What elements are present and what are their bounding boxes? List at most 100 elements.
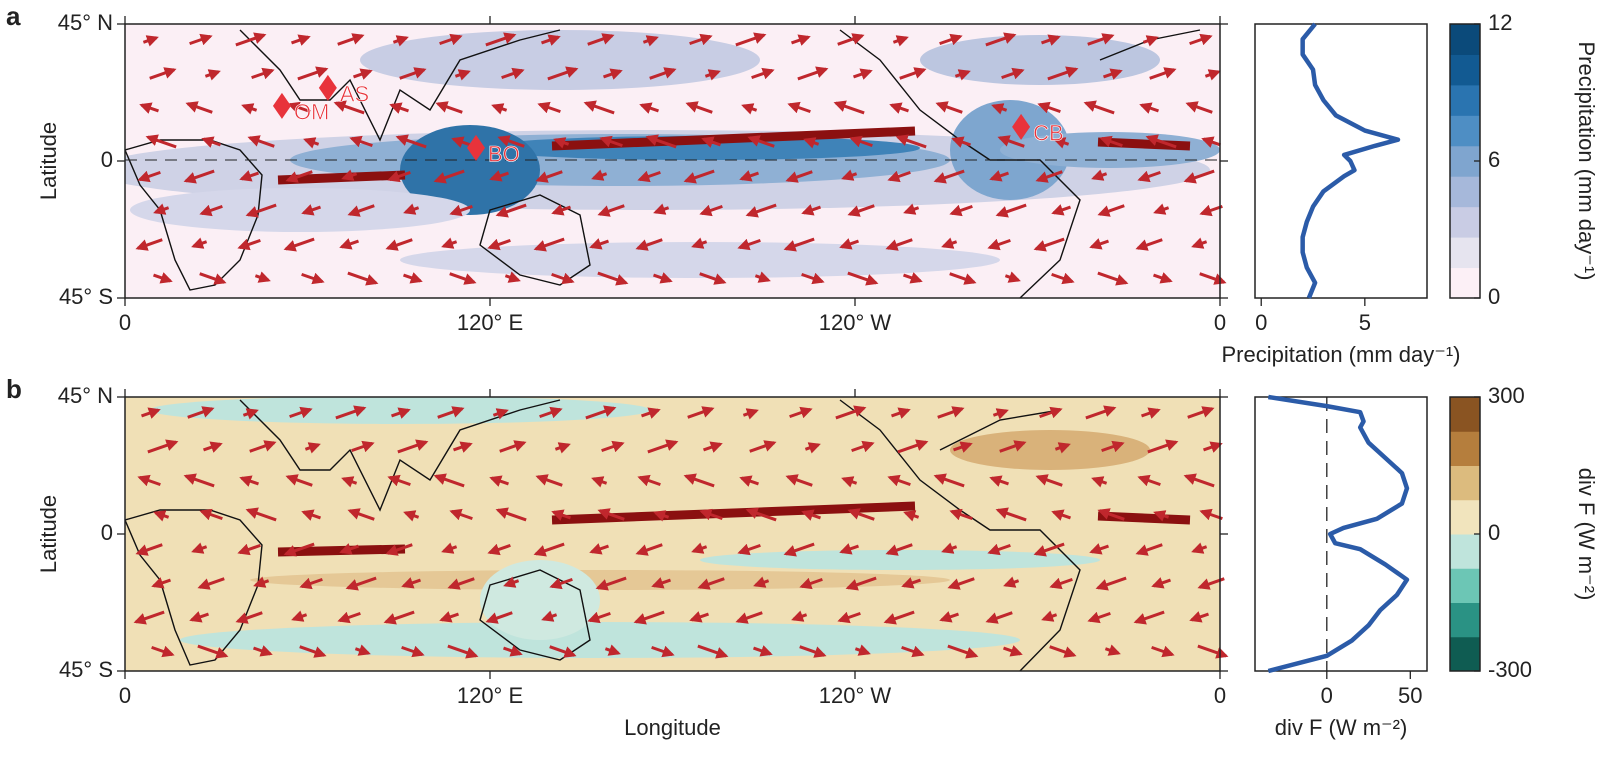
wind-arrow — [689, 611, 709, 623]
wind-arrow — [853, 68, 873, 80]
wind-arrow — [551, 204, 571, 216]
wind-arrow — [1204, 69, 1221, 81]
wind-arrow — [699, 508, 723, 521]
wind-arrow — [185, 101, 213, 114]
wind-arrow — [637, 474, 661, 487]
wind-arrow — [653, 510, 670, 522]
wind-arrow — [951, 136, 971, 148]
wind-arrow — [237, 543, 261, 556]
profile-b-frame — [1254, 396, 1428, 672]
x-axis-label: Precipitation (mm day⁻¹) — [1221, 342, 1460, 367]
x-tick-label: 0 — [1214, 310, 1226, 335]
wind-arrow — [735, 32, 767, 47]
y-tick-label: 45° S — [59, 284, 113, 309]
wind-arrow — [299, 645, 327, 658]
wind-arrow — [1189, 611, 1209, 623]
wind-arrow — [492, 408, 509, 420]
wind-arrow — [603, 68, 623, 80]
wind-arrow — [403, 272, 423, 284]
wind-arrow — [189, 33, 213, 46]
colorbar-label: Precipitation (mm day⁻¹) — [1574, 41, 1599, 280]
colorbar-band — [1450, 54, 1480, 86]
wind-arrow — [203, 441, 223, 453]
y-tick-label: 0 — [101, 520, 113, 545]
wind-arrow — [441, 237, 458, 249]
colorbar-tick-label: 12 — [1488, 10, 1512, 35]
wind-arrow — [841, 169, 858, 181]
x-tick-label: 50 — [1398, 683, 1422, 708]
wind-arrow — [245, 507, 277, 522]
wind-arrow — [754, 271, 771, 283]
wind-arrow — [783, 237, 815, 252]
wind-arrow — [685, 101, 713, 114]
wind-arrow — [454, 69, 471, 81]
wind-arrow — [933, 169, 965, 184]
wind-arrow — [804, 442, 821, 454]
wind-arrow — [839, 543, 859, 555]
wind-arrow — [1095, 576, 1127, 591]
wind-arrow — [437, 406, 465, 419]
wind-arrow — [845, 576, 877, 591]
wind-arrow — [889, 102, 909, 114]
wind-arrow — [191, 237, 208, 249]
wind-arrow — [591, 476, 608, 488]
wind-arrow — [239, 170, 259, 182]
wind-arrow — [353, 68, 373, 80]
wind-arrow — [247, 135, 275, 148]
wind-arrow — [147, 439, 179, 454]
x-axis-label: Longitude — [624, 715, 721, 740]
wind-arrow — [753, 645, 773, 657]
wind-arrow — [249, 440, 277, 453]
wind-arrow — [385, 543, 413, 556]
wind-arrow — [239, 475, 259, 487]
wind-arrow — [504, 271, 521, 283]
wind-arrow — [145, 134, 177, 149]
colorbar-band — [1450, 115, 1480, 147]
wind-arrow — [1004, 271, 1021, 283]
wind-arrow — [995, 507, 1027, 522]
wind-arrow — [587, 611, 611, 624]
wind-arrow — [985, 611, 1013, 624]
wind-arrow — [887, 170, 911, 183]
wind-arrow — [753, 576, 770, 588]
wind-arrow — [451, 136, 471, 148]
wind-arrow — [291, 34, 311, 46]
wind-arrow — [989, 475, 1009, 487]
wind-arrow — [303, 137, 320, 149]
wind-arrow — [335, 405, 367, 420]
wind-arrow — [1139, 102, 1159, 114]
wind-arrow — [747, 135, 775, 148]
wind-arrow — [785, 474, 813, 487]
wind-arrow — [735, 611, 763, 624]
wind-arrow — [689, 33, 713, 46]
wind-arrow — [301, 509, 321, 521]
wind-arrow — [301, 272, 325, 285]
wind-arrow — [901, 645, 925, 658]
wind-arrow — [891, 407, 911, 419]
wind-arrow — [597, 508, 625, 521]
wind-arrow — [633, 610, 665, 625]
wind-arrow — [199, 272, 227, 285]
wind-arrow — [297, 66, 329, 81]
wind-arrow — [1087, 611, 1111, 624]
wind-arrow — [285, 170, 313, 183]
panel-label: a — [6, 1, 21, 31]
wind-arrow — [491, 103, 508, 115]
wind-arrow — [1189, 33, 1213, 46]
wind-arrow — [401, 645, 425, 658]
wind-arrow — [801, 509, 821, 521]
wind-arrow — [737, 238, 761, 251]
wind-arrow — [1137, 170, 1161, 183]
wind-arrow — [941, 237, 958, 249]
wind-arrow — [439, 33, 463, 46]
wind-arrow — [647, 439, 679, 454]
wind-arrow — [589, 238, 609, 250]
colorbar-band — [1450, 267, 1480, 299]
site-label: BO — [488, 142, 520, 167]
wind-arrow — [183, 169, 215, 184]
wind-arrow — [903, 272, 923, 284]
wind-arrow — [199, 204, 223, 217]
wind-arrow — [1041, 610, 1058, 622]
wind-arrow — [885, 238, 913, 251]
